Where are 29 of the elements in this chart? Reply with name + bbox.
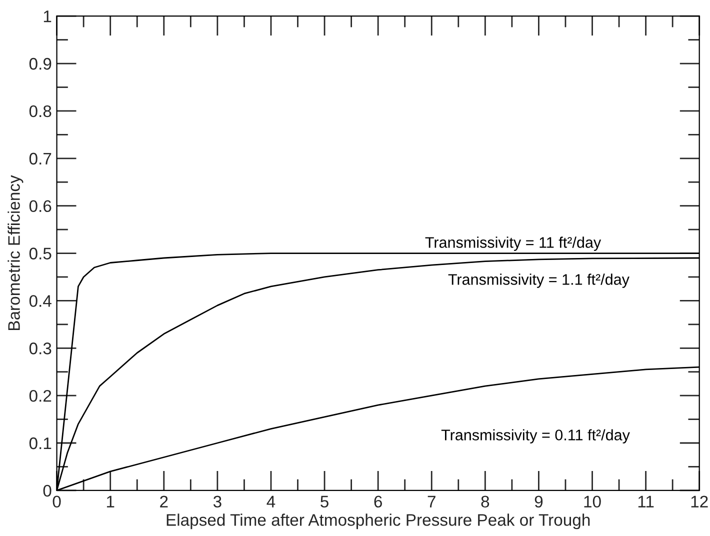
x-tick-label: 8 [481,496,490,508]
x-tick-label: 1 [106,496,114,508]
text: Transmissivity = 0.11 ft²/day [441,429,630,444]
y-tick-label: 0.1 [29,437,52,450]
x-tick-label: 11 [638,496,654,508]
y-axis-title: Barometric Efficiency [8,175,24,330]
y-tick-label: 0 [43,484,52,497]
y-tick-label: 0.7 [29,152,52,165]
x-tick-label: 2 [160,496,168,508]
y-tick-label: 0.6 [29,200,52,212]
y-tick-label: 0.2 [29,390,52,402]
y-tick-label: 0.3 [29,342,52,354]
series-label: Transmissivity = 11 ft²/day [425,236,602,251]
x-tick-label: 3 [213,496,222,508]
x-tick-label: 10 [584,496,601,508]
x-tick-label: 12 [691,496,708,508]
series-label: Transmissivity = 1.1 ft²/day [448,274,630,288]
y-tick-label: 0.5 [29,248,52,260]
x-tick-label: 7 [428,496,436,508]
y-tick-label: 0.8 [29,105,52,118]
y-tick-label: 0.9 [29,58,52,70]
x-axis-title: Elapsed Time after Atmospheric Pressure Peak or Trough [166,514,590,530]
x-tick-label: 9 [534,496,543,508]
x-tick-label: 0 [52,496,61,508]
y-tick-label: 0.4 [29,295,52,307]
y-tick-label: 1 [44,10,52,22]
x-tick-label: 4 [266,496,276,508]
x-tick-label: 5 [320,496,328,508]
x-tick-label: 6 [374,496,382,508]
